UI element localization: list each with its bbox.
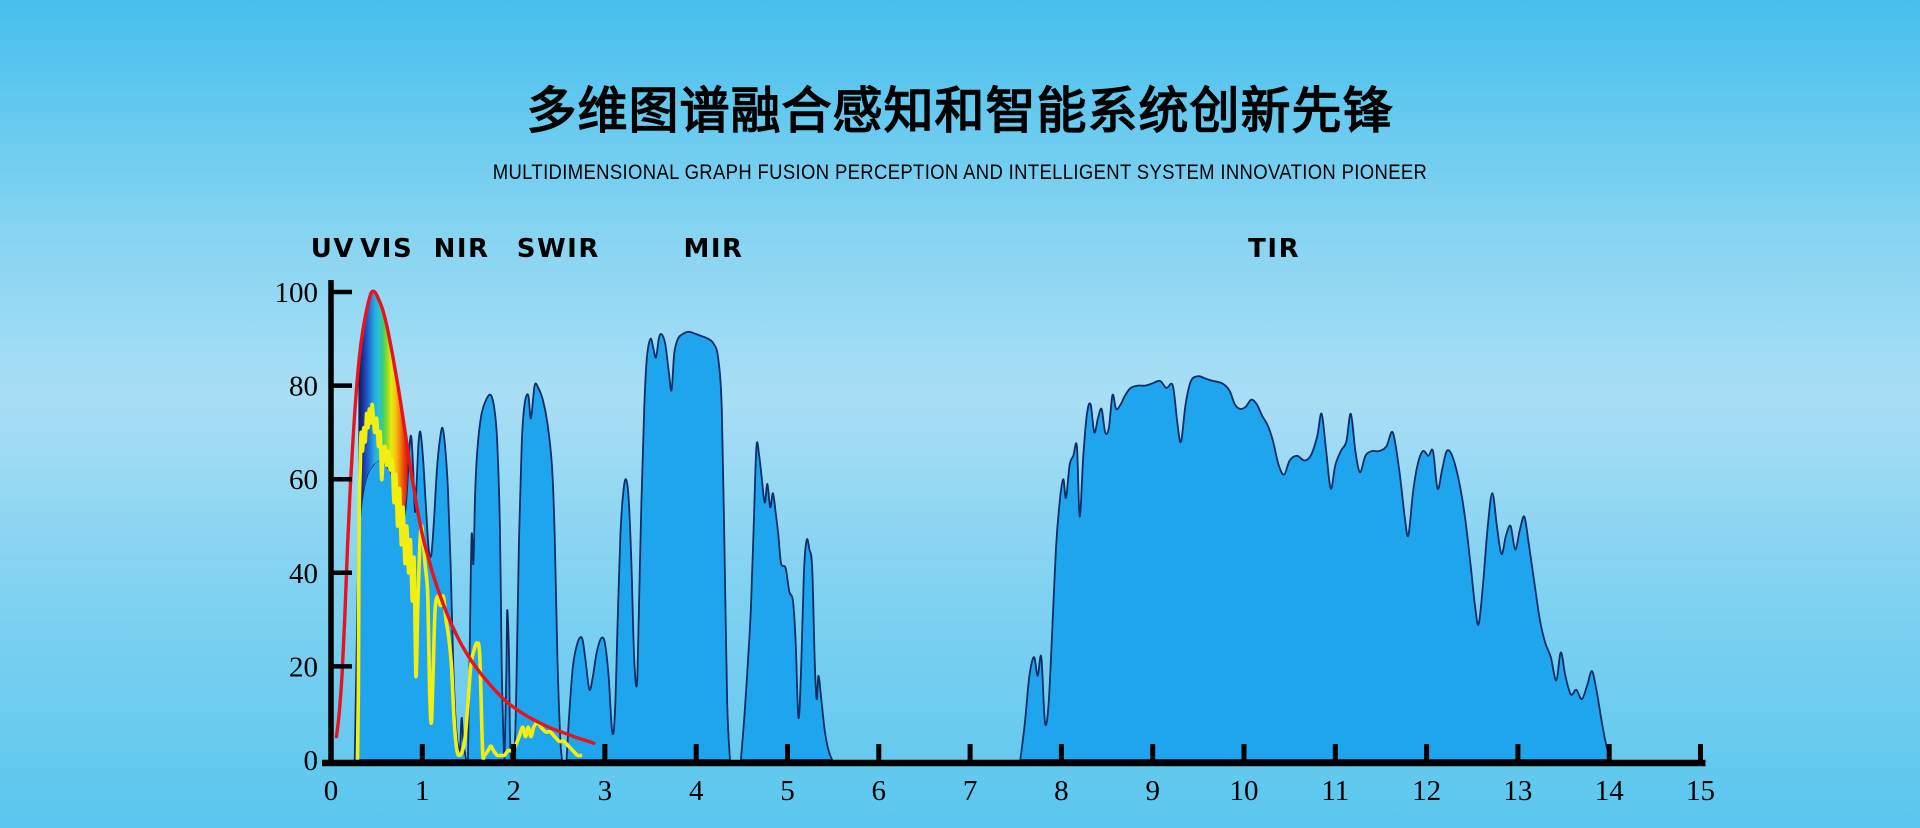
x-tick-label: 0 bbox=[324, 775, 339, 807]
x-tick-label: 1 bbox=[415, 775, 430, 807]
x-tick-label: 14 bbox=[1595, 775, 1625, 807]
x-tick-label: 7 bbox=[963, 775, 978, 807]
y-tick-label: 80 bbox=[289, 371, 318, 403]
x-tick-label: 10 bbox=[1230, 775, 1259, 807]
x-tick-label: 2 bbox=[506, 775, 521, 807]
y-tick-label: 60 bbox=[289, 464, 318, 496]
x-tick-label: 6 bbox=[872, 775, 887, 807]
y-tick-label: 100 bbox=[275, 277, 319, 309]
atmospheric-window-areas bbox=[353, 330, 1613, 761]
y-tick-label: 0 bbox=[304, 745, 319, 777]
band-label-vis: VIS bbox=[360, 234, 413, 264]
transmission-window-lobe bbox=[565, 330, 731, 761]
x-tick-label: 12 bbox=[1412, 775, 1441, 807]
transmission-window-lobe bbox=[1019, 375, 1613, 761]
visible-spectrum-region bbox=[358, 292, 408, 550]
band-label-swir: SWIR bbox=[517, 234, 600, 264]
x-tick-label: 15 bbox=[1686, 775, 1715, 807]
transmission-window-lobe bbox=[739, 441, 834, 761]
y-tick-label: 40 bbox=[289, 558, 318, 590]
band-label-uv: UV bbox=[311, 234, 355, 264]
x-tick-label: 9 bbox=[1145, 775, 1160, 807]
x-tick-label: 8 bbox=[1054, 775, 1069, 807]
y-tick-label: 20 bbox=[289, 651, 318, 683]
x-tick-label: 4 bbox=[689, 775, 704, 807]
x-tick-label: 11 bbox=[1321, 775, 1349, 807]
page-title: 多维图谱融合感知和智能系统创新先锋 bbox=[526, 82, 1394, 140]
band-label-nir: NIR bbox=[434, 234, 490, 264]
x-tick-label: 5 bbox=[780, 775, 795, 807]
page-subtitle: MULTIDIMENSIONAL GRAPH FUSION PERCEPTION… bbox=[492, 161, 1428, 184]
blackbody-envelope-curve bbox=[334, 289, 596, 745]
band-labels: UV VIS NIR SWIR MIR TIR bbox=[311, 234, 1300, 264]
band-label-tir: TIR bbox=[1248, 234, 1300, 264]
band-label-mir: MIR bbox=[684, 234, 744, 264]
transmission-window-lobe bbox=[513, 382, 563, 761]
transmission-window-lobe bbox=[503, 609, 512, 761]
x-tick-label: 3 bbox=[598, 775, 613, 807]
x-tick-label: 13 bbox=[1503, 775, 1532, 807]
transmission-window-lobe bbox=[466, 393, 506, 761]
solar-irradiance-curve bbox=[355, 402, 583, 762]
